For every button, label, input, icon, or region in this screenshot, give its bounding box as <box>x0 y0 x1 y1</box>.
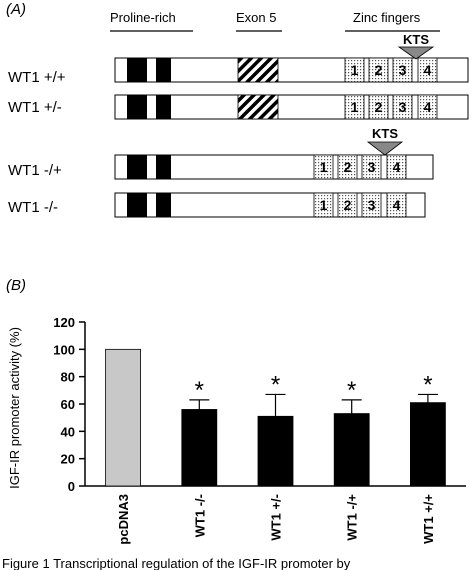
panel-a-label: (A) <box>6 1 26 18</box>
zinc-finger-number: 2 <box>375 62 383 78</box>
zinc-finger-4 <box>386 154 407 180</box>
zinc-finger-1 <box>344 57 365 83</box>
zinc-finger-3 <box>361 192 382 218</box>
zinc-finger-2 <box>337 154 358 180</box>
y-tick-label: 20 <box>61 452 75 467</box>
zinc-finger-number: 4 <box>393 197 401 213</box>
zinc-finger-number: 1 <box>320 159 328 175</box>
y-tick-label: 120 <box>53 315 75 330</box>
zinc-finger-3 <box>361 154 382 180</box>
zinc-finger-2 <box>337 192 358 218</box>
construct-wt1-mp: WT1 -/+ 1 2 3 4 KTS <box>8 126 434 180</box>
proline-block <box>156 193 171 217</box>
exon5-block <box>237 94 279 120</box>
zinc-finger-1 <box>344 94 365 120</box>
zinc-finger-4 <box>417 94 438 120</box>
zinc-finger-1 <box>313 154 334 180</box>
zinc-finger-number: 3 <box>368 197 376 213</box>
proline-block <box>127 193 147 217</box>
category-label: WT1 -/+ <box>345 494 360 541</box>
zinc-finger-1 <box>313 192 334 218</box>
zinc-finger-number: 4 <box>424 99 432 115</box>
bar <box>105 348 141 487</box>
zinc-finger-2 <box>368 94 389 120</box>
y-tick-label: 0 <box>68 479 75 494</box>
bars: * * * * <box>105 348 446 487</box>
bar <box>181 409 218 487</box>
bar <box>409 402 446 487</box>
y-tick-label: 80 <box>61 370 75 385</box>
significance-marker: * <box>347 377 356 404</box>
zinc-finger-number: 2 <box>344 197 352 213</box>
header-exon-5: Exon 5 <box>236 10 276 25</box>
zinc-finger-number: 2 <box>375 99 383 115</box>
proline-block <box>127 95 147 119</box>
zinc-finger-number: 1 <box>351 62 359 78</box>
zinc-finger-number: 3 <box>399 62 407 78</box>
y-tick-label: 60 <box>61 397 75 412</box>
exon5-block <box>237 57 279 83</box>
zinc-finger-number: 3 <box>399 99 407 115</box>
construct-wt1-mm: WT1 -/- 1 2 3 4 <box>8 192 426 218</box>
construct-wt1-pp: WT1 +/+ 1 2 3 4 KTS <box>8 32 469 86</box>
construct-label: WT1 +/+ <box>8 69 66 86</box>
category-labels: pcDNA3 WT1 -/- WT1 +/- WT1 -/+ WT1 +/+ <box>116 494 436 545</box>
zinc-finger-number: 4 <box>393 159 401 175</box>
y-axis-label: IGF-IR promoter activity (%) <box>7 327 22 489</box>
header-proline-rich: Proline-rich <box>110 10 176 25</box>
bar-chart: IGF-IR promoter activity (%) 0 20 40 60 80 10… <box>7 315 466 545</box>
zinc-finger-3 <box>392 57 413 83</box>
zinc-finger-4 <box>417 57 438 83</box>
figure-caption: Figure 1 Transcriptional regulation of t… <box>2 556 351 570</box>
panel-b-label: (B) <box>6 277 26 294</box>
zinc-finger-number: 2 <box>344 159 352 175</box>
construct-wt1-pm: WT1 +/- 1 2 3 4 <box>8 94 469 120</box>
y-ticks: 0 20 40 60 80 100 120 <box>53 315 85 494</box>
proline-block <box>156 95 171 119</box>
construct-label: WT1 -/- <box>8 199 58 216</box>
construct-label: WT1 +/- <box>8 99 62 116</box>
zinc-finger-number: 1 <box>320 197 328 213</box>
proline-block <box>156 58 171 82</box>
significance-marker: * <box>423 371 432 398</box>
zinc-finger-4 <box>386 192 407 218</box>
header-zinc-fingers: Zinc fingers <box>353 10 421 25</box>
category-label: WT1 +/- <box>269 494 284 541</box>
proline-block <box>127 58 147 82</box>
bar <box>257 415 294 487</box>
kts-triangle <box>397 46 435 60</box>
kts-label: KTS <box>403 32 429 47</box>
zinc-finger-2 <box>368 57 389 83</box>
category-label: WT1 +/+ <box>421 494 436 544</box>
bar <box>333 413 370 487</box>
zinc-finger-number: 3 <box>368 159 376 175</box>
significance-marker: * <box>271 371 280 398</box>
kts-triangle <box>366 141 404 156</box>
zinc-finger-number: 4 <box>424 62 432 78</box>
proline-block <box>156 155 171 179</box>
y-tick-label: 100 <box>53 342 75 357</box>
construct-label: WT1 -/+ <box>8 162 62 179</box>
proline-block <box>127 155 147 179</box>
zinc-finger-number: 1 <box>351 99 359 115</box>
kts-label: KTS <box>372 126 398 141</box>
y-tick-label: 40 <box>61 424 75 439</box>
significance-marker: * <box>195 377 204 404</box>
category-label: WT1 -/- <box>192 494 207 537</box>
zinc-finger-3 <box>392 94 413 120</box>
category-label: pcDNA3 <box>116 494 131 545</box>
